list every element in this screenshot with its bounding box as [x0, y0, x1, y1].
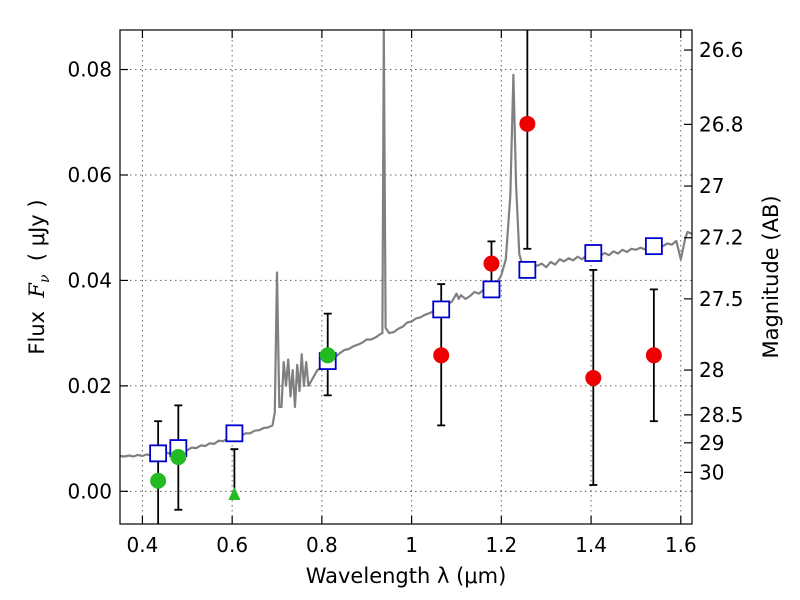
data-markers: [149, 115, 663, 500]
right-tick-label: 27.5: [699, 287, 744, 311]
right-tick-label: 28.5: [699, 403, 744, 427]
y-tick-label: 0.02: [67, 374, 112, 398]
right-tick-label: 28: [699, 358, 724, 382]
model-square-point: [149, 444, 168, 463]
detection-point-red: [645, 347, 662, 364]
detection-point-green: [319, 347, 336, 364]
x-axis-label: Wavelength λ (μm): [306, 564, 507, 588]
detection-point-red: [585, 369, 602, 386]
right-tick-label: 26.8: [699, 112, 744, 136]
x-tick-label: 0.4: [127, 533, 159, 557]
model-square-point: [432, 300, 451, 319]
x-tick-label: 1.2: [485, 533, 517, 557]
y-axis-label-symbol: F: [25, 282, 49, 299]
y-tick-label: 0.08: [67, 58, 112, 82]
detection-point-red: [433, 347, 450, 364]
right-tick-label: 27.2: [699, 226, 744, 250]
x-tick-label: 1: [405, 533, 418, 557]
plot-frame: [119, 29, 693, 525]
right-tick-label: 26.6: [699, 38, 744, 62]
y-axis-label-suffix: ( μJy ): [25, 199, 49, 274]
x-tick-label: 0.8: [306, 533, 338, 557]
x-tick-label: 1.4: [575, 533, 607, 557]
spectrum-line: [119, 28, 693, 458]
error-bars: [154, 30, 658, 524]
x-tick-label: 0.6: [216, 533, 248, 557]
x-tick-label: 1.6: [665, 533, 697, 557]
model-square-point: [644, 237, 663, 256]
right-tick-label: 29: [699, 431, 724, 455]
model-square-point: [584, 244, 603, 262]
model-square-point: [225, 424, 244, 443]
y-axis-label: Flux Fν ( μJy ): [25, 199, 53, 354]
axis-ticks: [120, 30, 692, 524]
right-tick-label: 27: [699, 174, 724, 198]
right-axis-label: Magnitude (AB): [759, 195, 783, 358]
y-axis-label-prefix: Flux: [25, 298, 49, 355]
detection-point-red: [519, 115, 536, 132]
spectrum-layer: [119, 28, 693, 458]
right-tick-label: 30: [699, 460, 724, 484]
tick-labels: 0.4 0.6 0.8 1 1.2 1.4 1.6 0.00 0.02 0.04 0.06 0.08 2…: [67, 38, 743, 557]
model-square-point: [518, 260, 537, 279]
grid-lines: [120, 30, 692, 524]
detection-point-green: [150, 472, 167, 489]
model-square-point: [482, 280, 501, 299]
y-tick-label: 0.06: [67, 163, 112, 187]
y-tick-label: 0.04: [67, 268, 112, 292]
upper-limit-triangle: [228, 486, 241, 500]
y-tick-label: 0.00: [67, 479, 112, 503]
detection-point-red: [483, 255, 500, 272]
detection-point-green: [170, 449, 187, 466]
y-axis-label-subscript: ν: [37, 274, 53, 283]
